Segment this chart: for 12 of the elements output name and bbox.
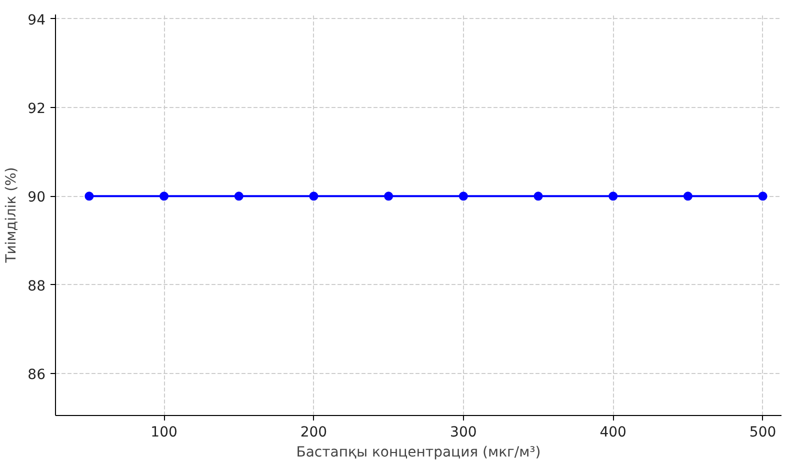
y-tick-label: 92 [28,101,46,118]
y-tick-label: 86 [28,366,46,383]
x-tick-label: 400 [600,424,626,440]
y-tick-label: 90 [28,190,46,206]
y-axis-title: Тиімділік (%) [4,167,20,264]
y-tick-label: 94 [28,12,46,28]
x-tick-label: 500 [749,424,776,440]
x-axis-title: Бастапқы концентрация (мкг/м³) [296,444,541,460]
x-tick-label: 100 [150,424,178,440]
y-tick-label: 88 [28,278,46,294]
x-tick-label: 300 [450,424,477,440]
x-tick-label: 200 [300,424,328,440]
